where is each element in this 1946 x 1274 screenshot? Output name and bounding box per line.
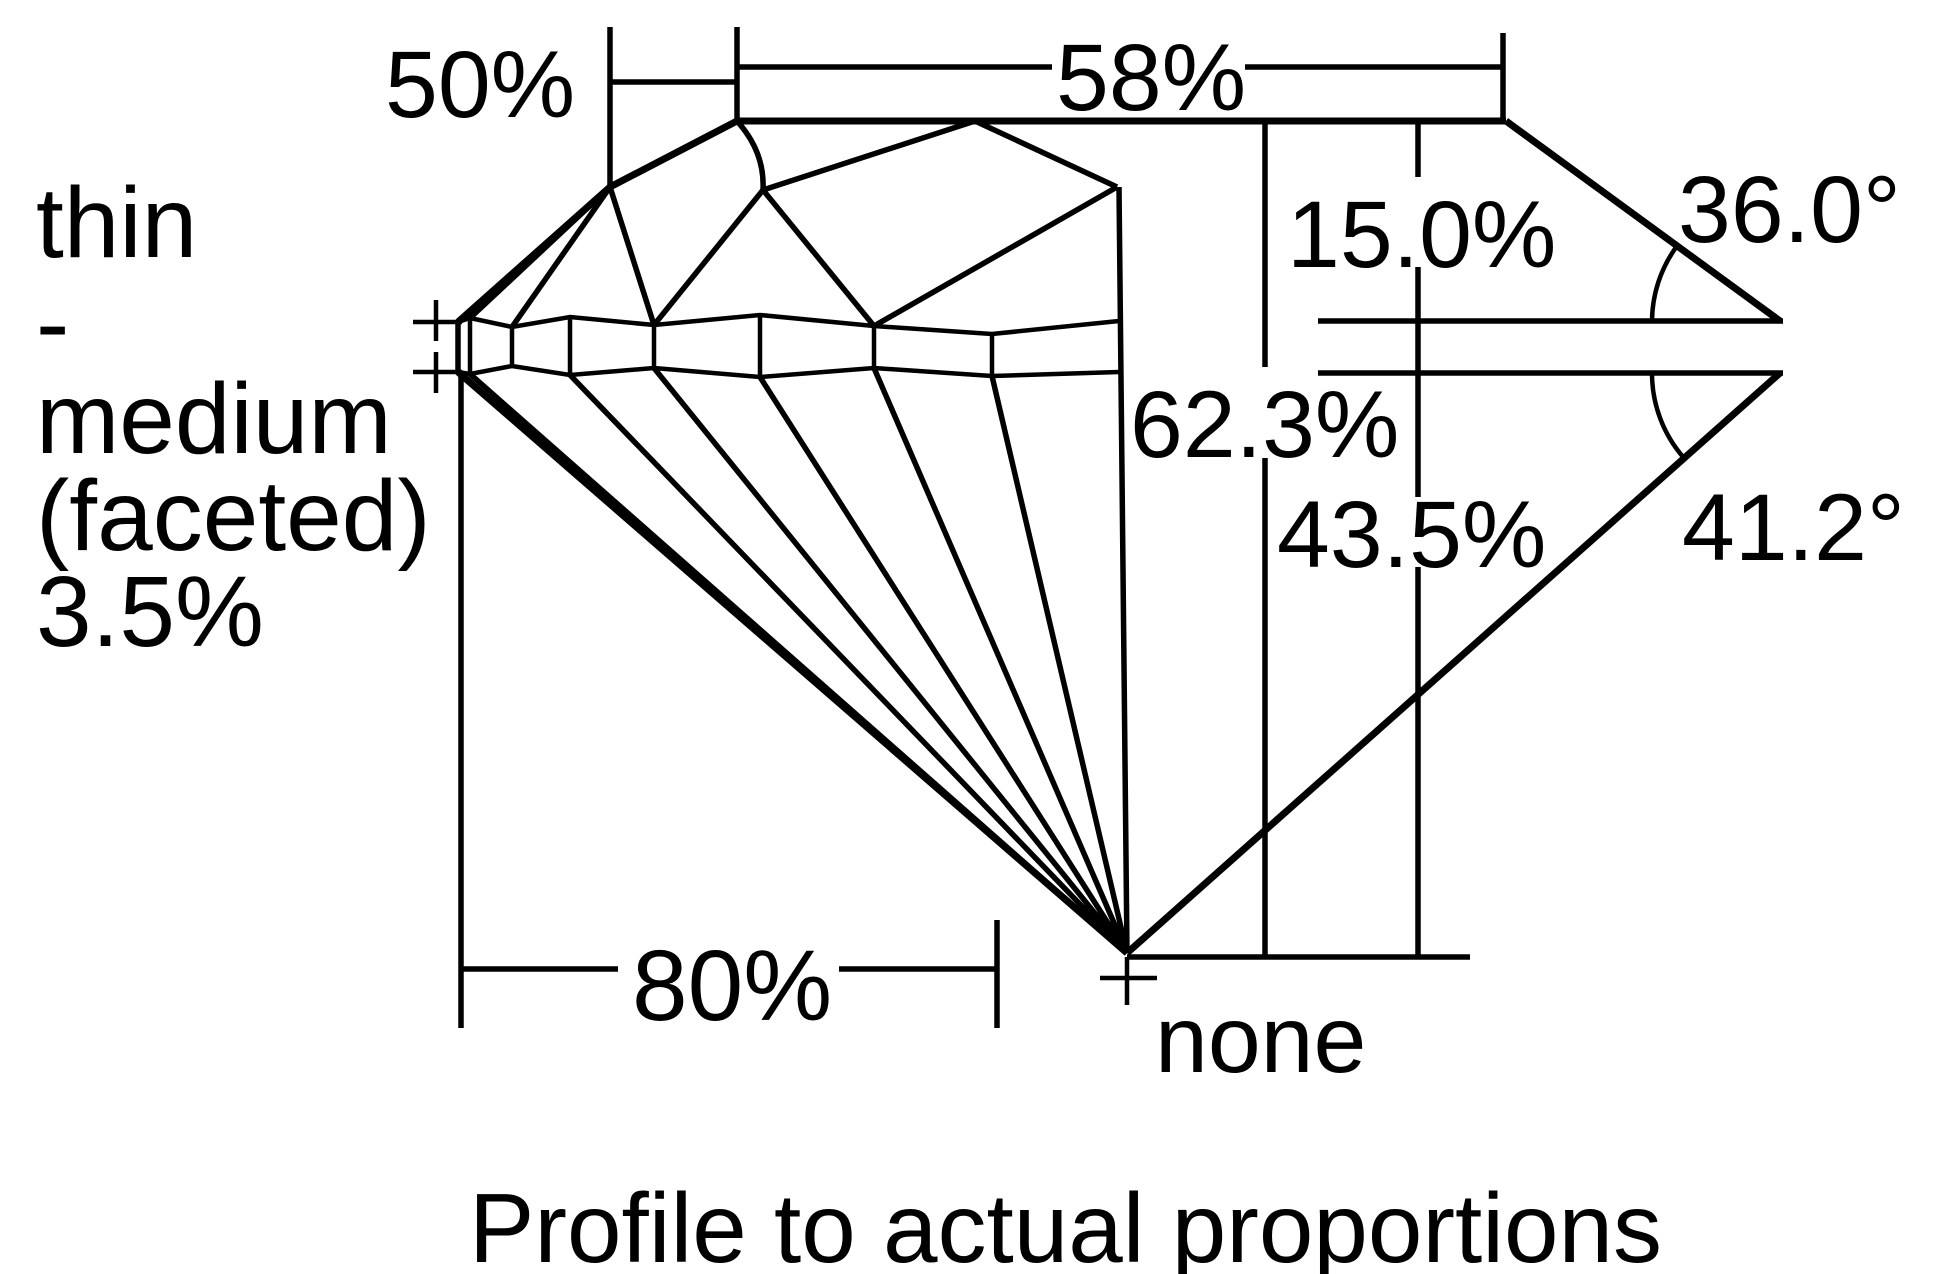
crown-angle-arc <box>1649 244 1679 322</box>
girdle-thickness-label-line4: (faceted) <box>36 460 431 572</box>
bezel-facet-edges <box>651 118 1119 329</box>
lower-girdle-label: 80% <box>632 930 832 1042</box>
star-length-label: 50% <box>385 32 575 138</box>
pavilion-right-slope <box>1124 370 1783 956</box>
table-size-dimension <box>734 27 1506 121</box>
lower-girdle-dimension <box>458 373 1000 1028</box>
girdle-thickness-tick-bottom <box>413 352 462 393</box>
pavilion-facet-lines <box>468 366 1130 956</box>
culet-label: none <box>1155 987 1366 1093</box>
girdle-thickness-label: thin - medium (faceted) 3.5% <box>36 167 431 668</box>
girdle-thickness-label-line5: 3.5% <box>36 556 264 668</box>
star-facet-edge <box>607 186 657 326</box>
angle-arcs <box>1649 244 1686 460</box>
caption: Profile to actual proportions <box>469 1173 1662 1274</box>
girdle-facet-separators <box>467 315 995 377</box>
total-depth-label: 62.3% <box>1130 372 1399 478</box>
crown-facet-lines <box>468 118 1119 329</box>
bezel-facet-edge-curved <box>734 119 766 191</box>
pavilion-angle-label: 41.2° <box>1682 475 1905 581</box>
culet-marker <box>1100 957 1157 1005</box>
star-length-dimension <box>607 27 737 187</box>
girdle-thickness-tick-top <box>413 300 462 341</box>
girdle-thickness-label-line3: medium <box>36 363 392 475</box>
lower-girdle-facet-edges <box>468 366 1130 956</box>
pavilion-angle-arc <box>1649 372 1686 460</box>
crown-angle-label: 36.0° <box>1678 157 1901 263</box>
upper-girdle-facet-edge-2 <box>509 185 613 329</box>
girdle-thickness-label-line1: thin <box>36 167 197 279</box>
girdle-band <box>457 312 1120 380</box>
girdle-bottom-edge <box>457 363 1120 380</box>
labels: 50% 58% 15.0% 36.0° 62.3% 43.5% 41.2° 80… <box>36 25 1905 1274</box>
upper-girdle-facet-edge-1 <box>468 184 612 321</box>
girdle-top-edge <box>457 312 1120 337</box>
center-vertical-line <box>1116 186 1130 954</box>
crown-height-label: 15.0% <box>1287 182 1556 288</box>
dimension-lines <box>413 27 1783 1028</box>
crown-right-slope <box>1503 118 1783 324</box>
girdle-thickness-label-line2: - <box>36 267 69 379</box>
pavilion-depth-label: 43.5% <box>1277 482 1546 588</box>
culet-cross-tick <box>1100 957 1157 1005</box>
table-size-label: 58% <box>1056 25 1246 131</box>
